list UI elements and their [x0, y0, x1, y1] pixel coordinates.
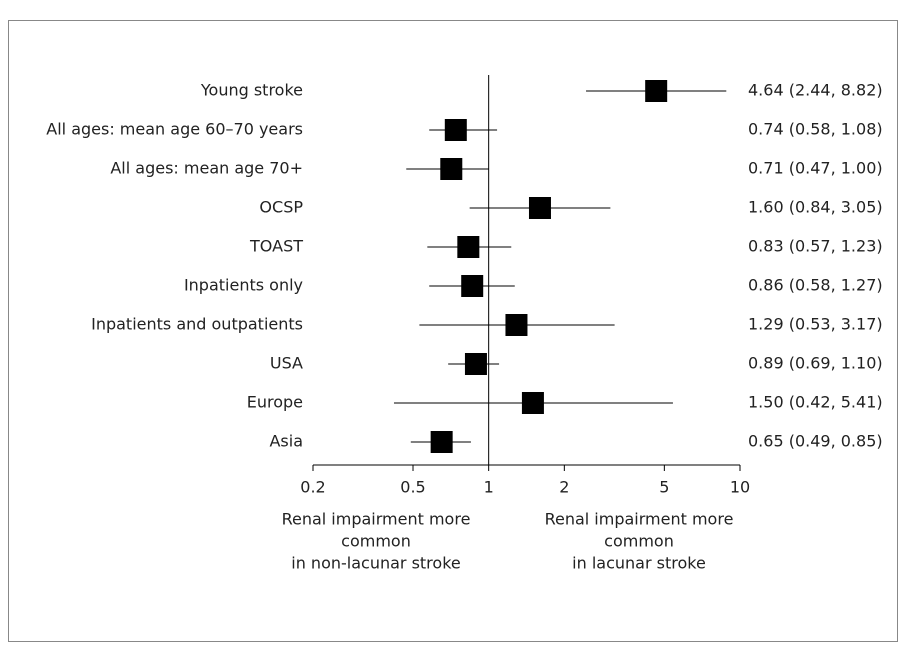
estimate-square	[430, 431, 453, 453]
category-label: Asia	[269, 432, 303, 451]
estimate-square	[464, 353, 487, 375]
value-label: 0.86 (0.58, 1.27)	[748, 276, 883, 295]
category-label: All ages: mean age 60–70 years	[46, 120, 303, 139]
x-tick-label: 0.5	[400, 478, 425, 497]
x-tick-label: 1	[484, 478, 494, 497]
x-annotation: Renal impairment more	[282, 510, 471, 529]
x-tick-label: 2	[559, 478, 569, 497]
estimate-square	[457, 236, 480, 258]
category-label: USA	[270, 354, 303, 373]
value-label: 0.89 (0.69, 1.10)	[748, 354, 883, 373]
x-annotation: in non-lacunar stroke	[291, 554, 460, 573]
x-annotation: in lacunar stroke	[572, 554, 706, 573]
value-label: 4.64 (2.44, 8.82)	[748, 81, 883, 100]
value-label: 1.29 (0.53, 3.17)	[748, 315, 883, 334]
category-label: Young stroke	[200, 81, 303, 100]
estimate-square	[440, 158, 463, 180]
estimate-square	[645, 80, 668, 102]
frame	[8, 20, 898, 642]
estimate-square	[444, 119, 467, 141]
value-label: 0.74 (0.58, 1.08)	[748, 120, 883, 139]
category-label: Inpatients only	[184, 276, 303, 295]
category-label: All ages: mean age 70+	[110, 159, 303, 178]
category-label: TOAST	[249, 237, 303, 256]
x-annotation: common	[604, 532, 674, 551]
estimate-square	[528, 197, 551, 219]
estimate-square	[505, 314, 528, 336]
x-annotation: Renal impairment more	[545, 510, 734, 529]
estimate-square	[461, 275, 484, 297]
x-tick-label: 0.2	[300, 478, 325, 497]
category-label: OCSP	[259, 198, 303, 217]
category-label: Inpatients and outpatients	[91, 315, 303, 334]
estimate-square	[521, 392, 544, 414]
value-label: 0.83 (0.57, 1.23)	[748, 237, 883, 256]
x-annotation: common	[341, 532, 411, 551]
value-label: 0.71 (0.47, 1.00)	[748, 159, 883, 178]
category-label: Europe	[247, 393, 303, 412]
value-label: 1.60 (0.84, 3.05)	[748, 198, 883, 217]
value-label: 1.50 (0.42, 5.41)	[748, 393, 883, 412]
value-label: 0.65 (0.49, 0.85)	[748, 432, 883, 451]
x-tick-label: 5	[659, 478, 669, 497]
x-tick-label: 10	[730, 478, 750, 497]
